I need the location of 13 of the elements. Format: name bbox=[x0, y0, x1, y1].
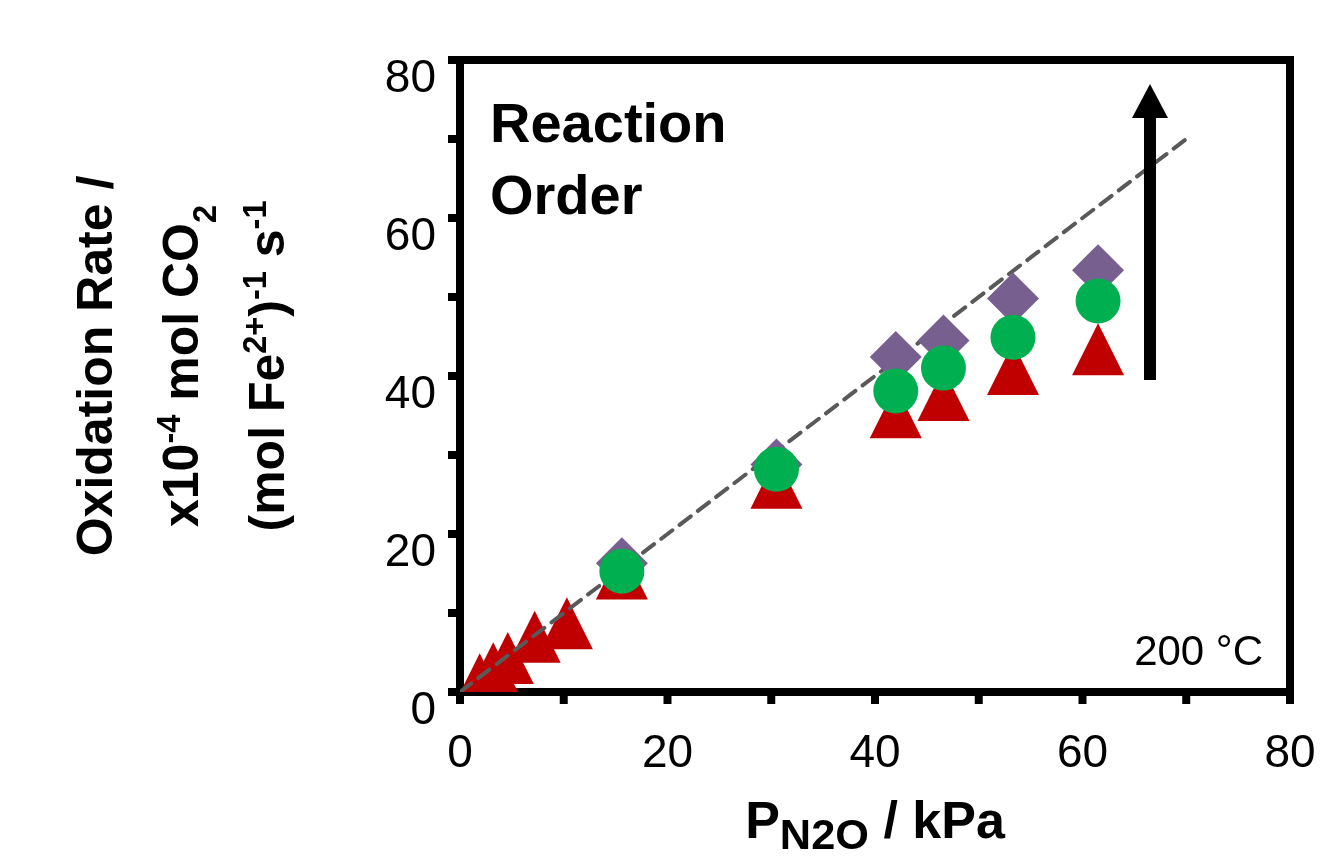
x-tick-label: 40 bbox=[849, 724, 901, 777]
x-tick-label: 20 bbox=[641, 724, 694, 777]
y-tick-label: 80 bbox=[384, 50, 436, 103]
y-tick-label: 0 bbox=[410, 682, 436, 735]
x-tick-label: 80 bbox=[1264, 724, 1316, 777]
x-tick-label: 60 bbox=[1056, 724, 1109, 777]
x-tick-label: 0 bbox=[447, 724, 473, 777]
y-tick-label: 20 bbox=[384, 524, 436, 577]
y-tick-label: 60 bbox=[384, 208, 436, 261]
y-tick-label: 40 bbox=[384, 366, 436, 419]
x-axis-title: P$_{N2O}$ / kPa bbox=[744, 790, 1007, 861]
annotation: Reaction Order bbox=[490, 91, 727, 226]
annotation: 200 °C bbox=[1134, 627, 1263, 674]
